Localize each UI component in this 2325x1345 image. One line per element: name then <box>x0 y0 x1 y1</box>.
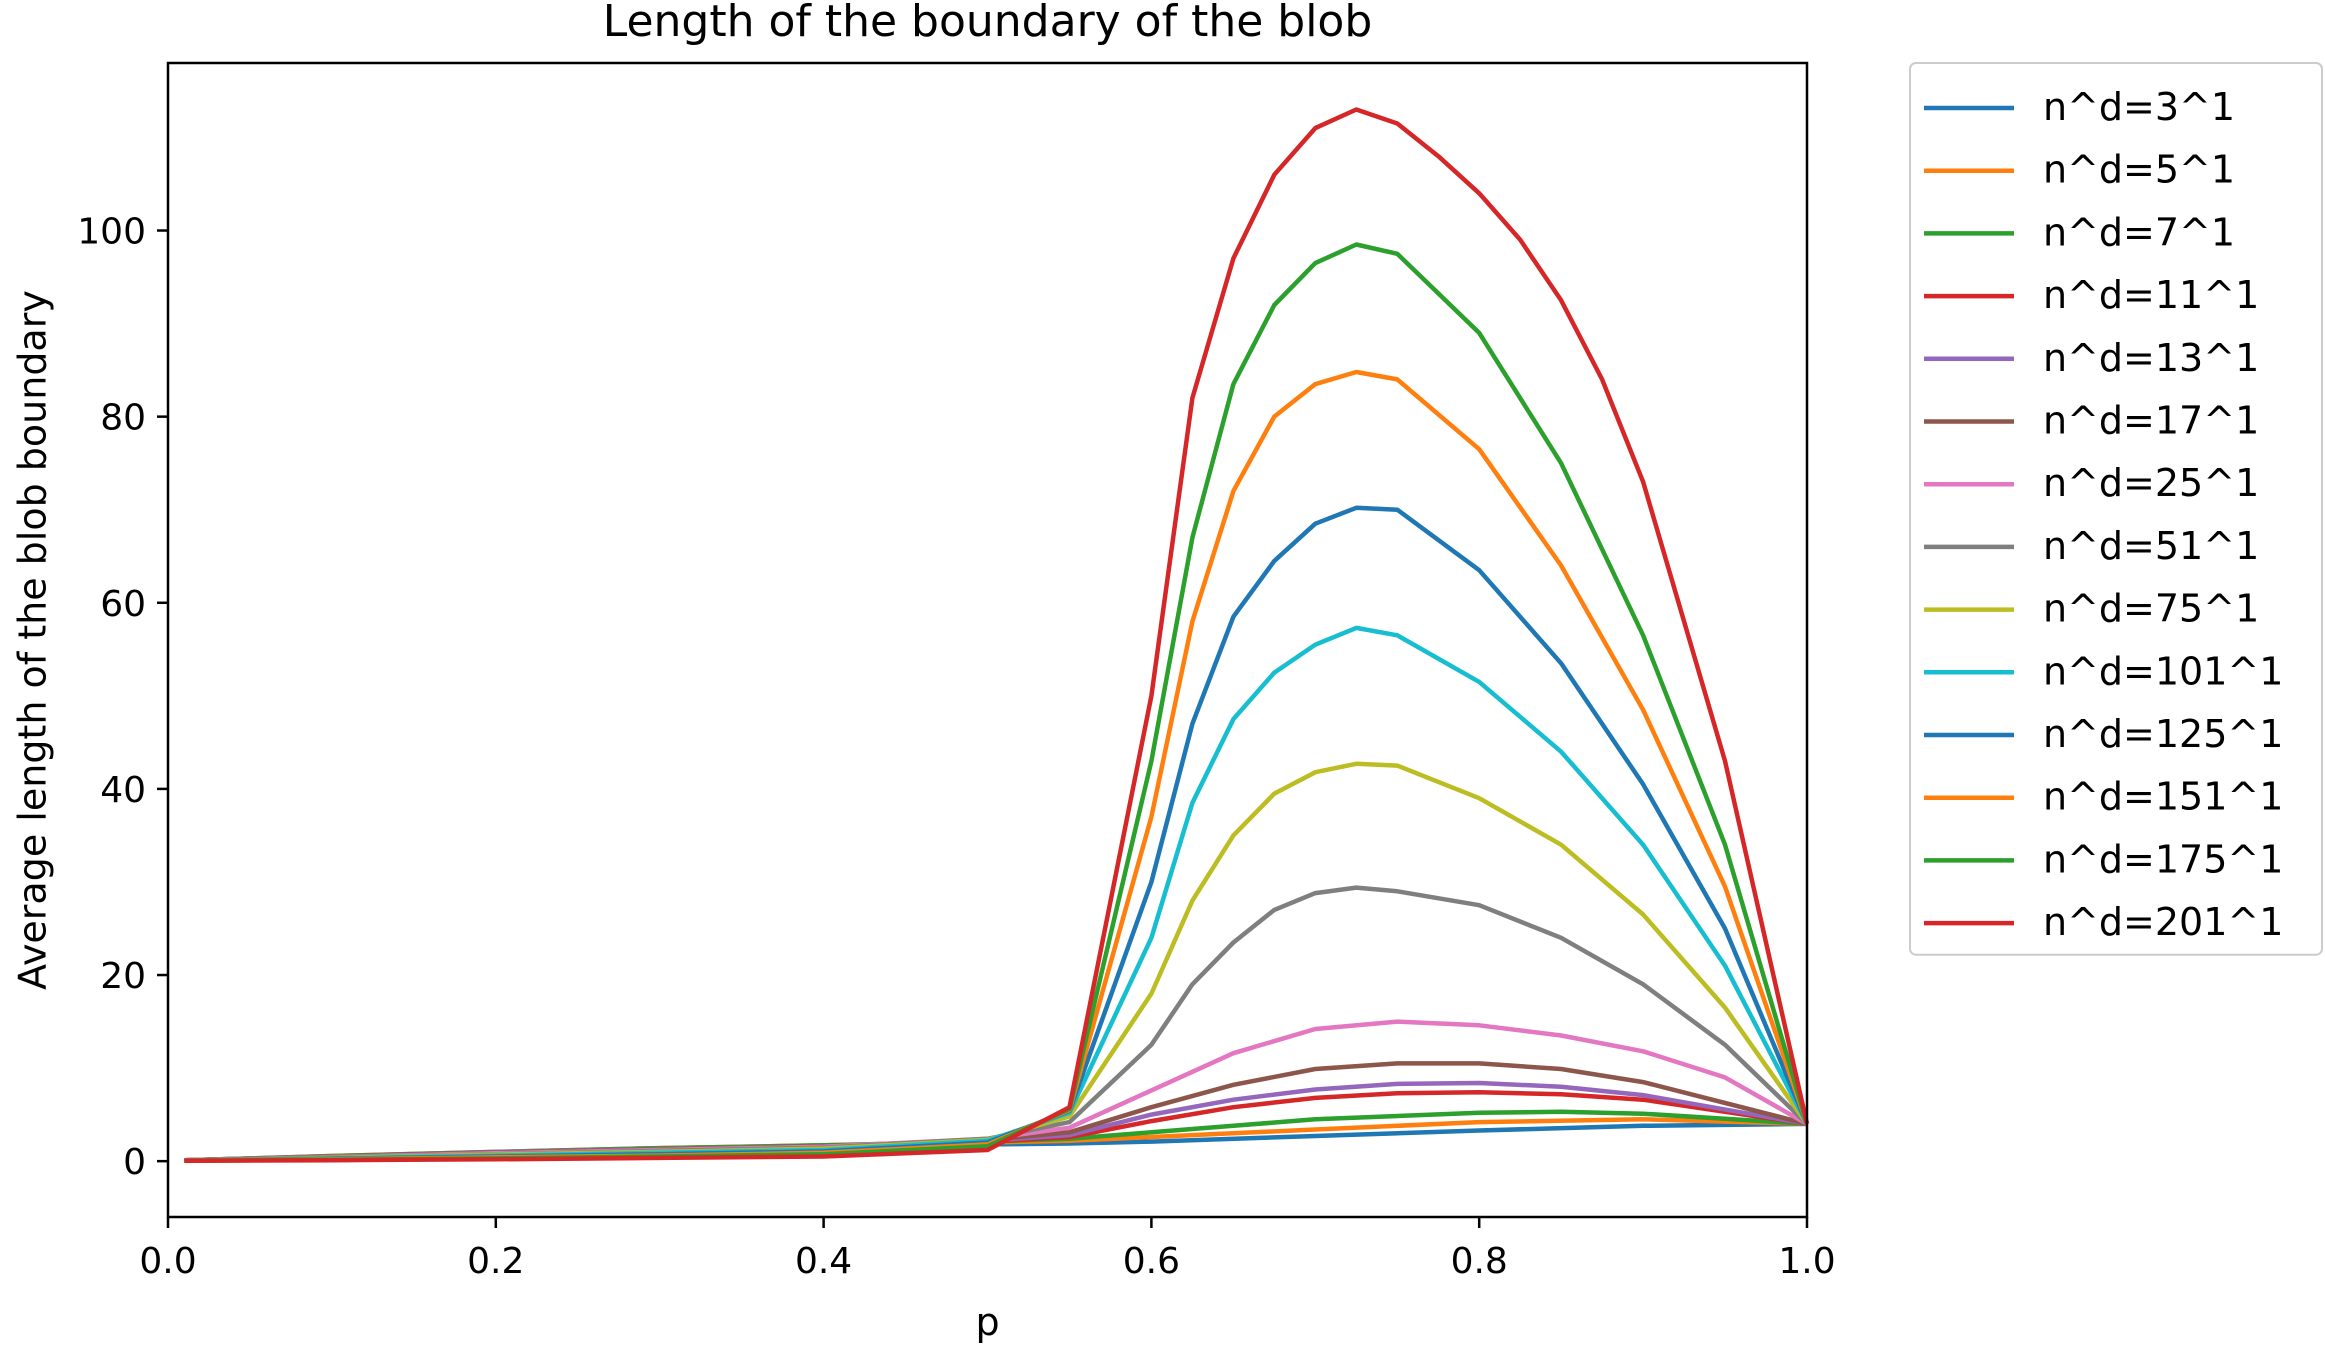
legend-entry-label: n^d=5^1 <box>2043 148 2235 192</box>
y-tick-label: 80 <box>100 398 146 439</box>
legend-entry-label: n^d=201^1 <box>2043 900 2283 944</box>
y-tick-label: 100 <box>77 212 146 253</box>
legend-entry-label: n^d=151^1 <box>2043 775 2283 819</box>
legend-box <box>1909 62 2323 956</box>
x-tick-label: 0.0 <box>139 1241 196 1282</box>
x-tick-label: 0.2 <box>467 1241 524 1282</box>
plot-series-group <box>184 107 1810 1163</box>
legend-entry-label: n^d=75^1 <box>2043 587 2259 631</box>
series-line-9 <box>184 761 1809 1163</box>
legend-entry-label: n^d=25^1 <box>2043 461 2259 505</box>
y-tick-label: 40 <box>100 770 146 811</box>
y-tick-label: 20 <box>100 956 146 997</box>
y-tick-label: 0 <box>123 1142 146 1183</box>
x-tick-label: 0.4 <box>795 1241 852 1282</box>
legend: n^d=3^1 n^d=5^1 n^d=7^1 n^d=11^1 n^d=13^1 n^d… <box>1909 62 2323 956</box>
y-tick-label: 60 <box>100 584 146 625</box>
legend-entry-label: n^d=3^1 <box>2043 85 2235 129</box>
legend-entry-label: n^d=11^1 <box>2043 273 2259 317</box>
legend-entry-label: n^d=175^1 <box>2043 837 2283 881</box>
series-line-14 <box>184 107 1810 1163</box>
legend-entry-label: n^d=13^1 <box>2043 336 2259 380</box>
x-tick-label: 0.8 <box>1451 1241 1508 1282</box>
chart-title: Length of the boundary of the blob <box>603 0 1373 47</box>
y-axis-label: Average length of the blob boundary <box>10 290 54 990</box>
x-axis-label: p <box>975 1300 999 1344</box>
legend-entry-label: n^d=7^1 <box>2043 210 2235 254</box>
y-axis-ticks: 0 20 40 60 80 100 <box>77 212 168 1183</box>
series-line-10 <box>184 625 1809 1163</box>
series-line-13 <box>184 242 1810 1163</box>
legend-entry-label: n^d=17^1 <box>2043 399 2259 443</box>
legend-entry-label: n^d=125^1 <box>2043 712 2283 756</box>
legend-entry-label: n^d=51^1 <box>2043 524 2259 568</box>
plot-frame <box>166 61 1809 1219</box>
series-line-12 <box>184 369 1810 1163</box>
series-line-11 <box>184 505 1810 1163</box>
x-tick-label: 1.0 <box>1778 1241 1835 1282</box>
x-tick-label: 0.6 <box>1123 1241 1180 1282</box>
x-axis-ticks: 0.0 0.2 0.4 0.6 0.8 1.0 <box>139 1217 1836 1282</box>
legend-entry-label: n^d=101^1 <box>2043 649 2283 693</box>
